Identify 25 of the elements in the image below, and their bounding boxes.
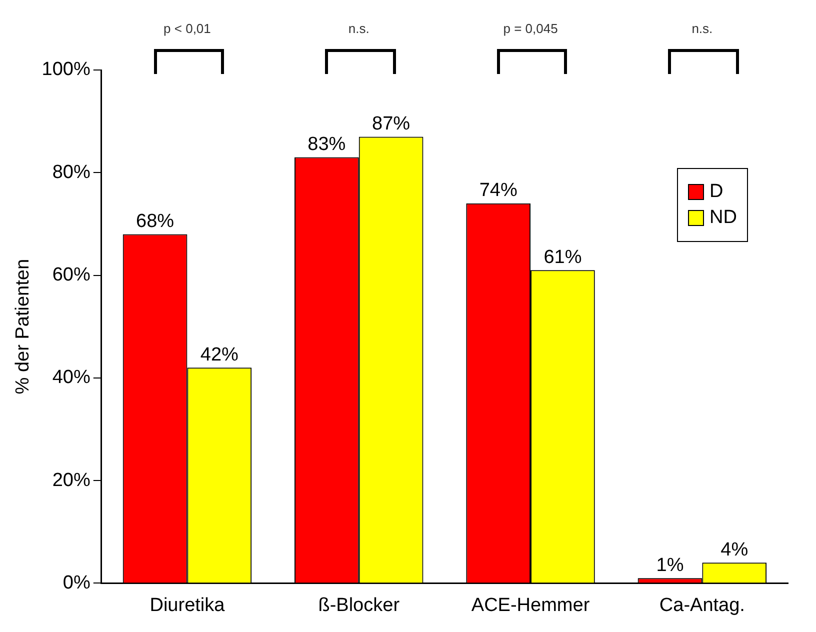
text: p = 0,045 xyxy=(503,21,558,36)
y-tick-label: 80% xyxy=(52,162,90,183)
data-label: 1% xyxy=(656,554,684,576)
legend-label: D xyxy=(710,181,724,203)
data-label: 4% xyxy=(720,539,748,560)
x-tick-label: ß-Blocker xyxy=(318,594,400,616)
y-tick-label: 40% xyxy=(52,367,90,388)
text: p < 0,01 xyxy=(164,21,211,36)
x-tick-label: Ca-Antag. xyxy=(659,594,745,616)
data-label: 68% xyxy=(136,210,174,232)
y-tick-label: 20% xyxy=(52,470,90,491)
text: n.s. xyxy=(348,21,370,36)
text: n.s. xyxy=(692,21,713,36)
y-tick-label: 60% xyxy=(52,264,90,286)
data-label: 74% xyxy=(479,180,518,202)
data-label: 42% xyxy=(200,344,239,366)
data-label: 87% xyxy=(372,113,410,134)
y-tick-label: 100% xyxy=(42,59,90,80)
x-tick-label: ACE-Hemmer xyxy=(471,594,590,616)
legend-label: ND xyxy=(710,207,737,229)
data-label: 61% xyxy=(544,246,582,268)
y-axis-title: % der Patienten xyxy=(12,259,34,394)
y-tick-label: 0% xyxy=(62,572,90,594)
data-label: 83% xyxy=(308,134,346,155)
x-tick-label: Diuretika xyxy=(150,594,226,616)
